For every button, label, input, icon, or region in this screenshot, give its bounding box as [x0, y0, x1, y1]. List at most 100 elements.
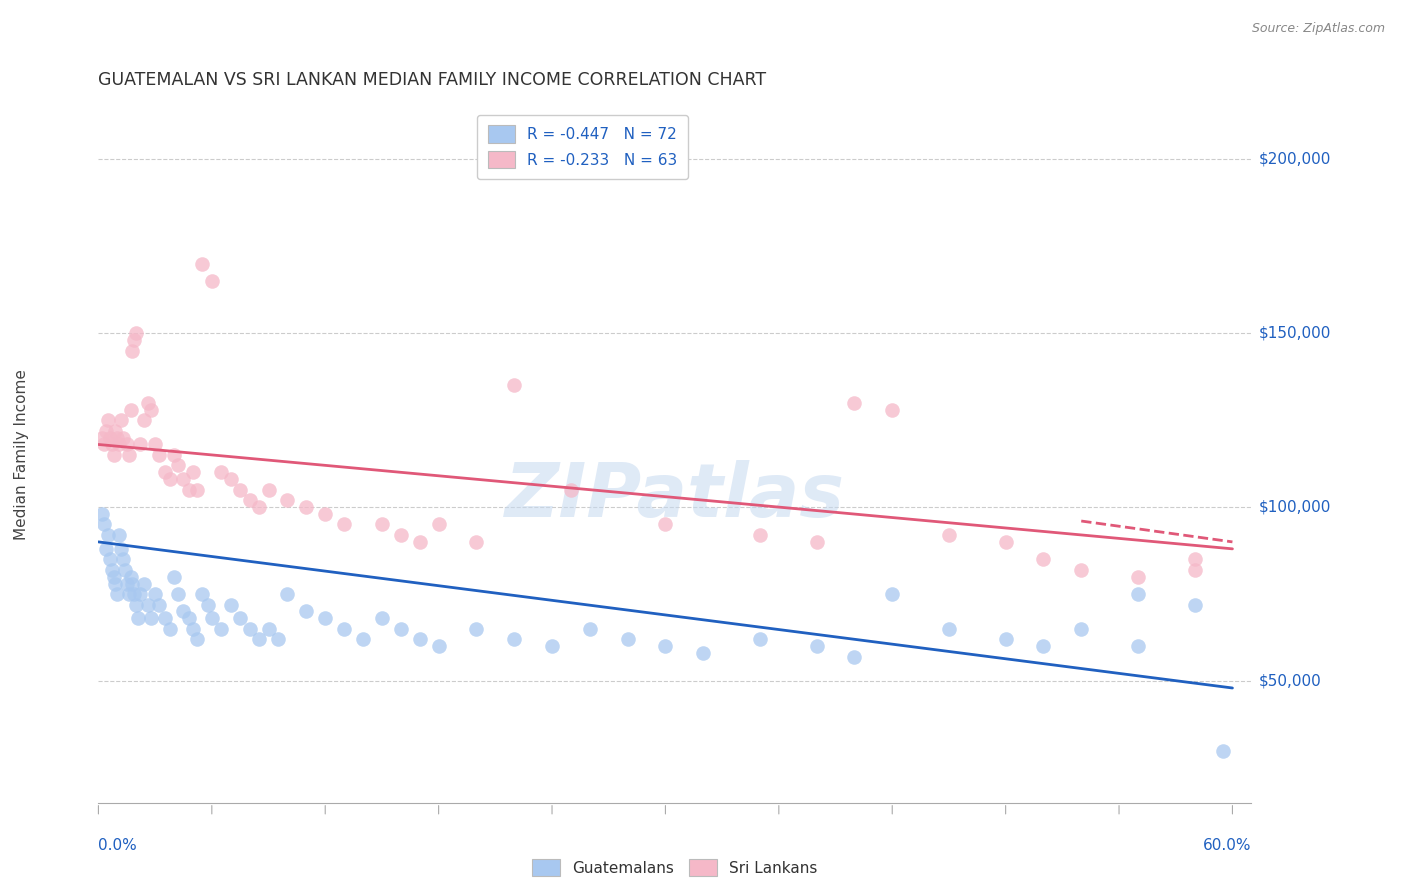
Point	[148, 448, 170, 462]
Point	[141, 402, 163, 417]
Point	[127, 611, 149, 625]
Legend: Guatemalans, Sri Lankans: Guatemalans, Sri Lankans	[523, 850, 827, 886]
Point	[389, 622, 412, 636]
Point	[136, 598, 159, 612]
Point	[239, 493, 262, 508]
Point	[125, 326, 148, 340]
Point	[98, 552, 121, 566]
Point	[219, 598, 242, 612]
Point	[1032, 639, 1054, 653]
Point	[1184, 563, 1206, 577]
Point	[159, 472, 181, 486]
Point	[579, 622, 602, 636]
Point	[1184, 598, 1206, 612]
Point	[111, 431, 134, 445]
Point	[115, 437, 138, 451]
Text: Median Family Income: Median Family Income	[14, 369, 28, 541]
Point	[465, 622, 488, 636]
Point	[163, 448, 186, 462]
Point	[91, 507, 114, 521]
Point	[844, 396, 866, 410]
Point	[141, 611, 163, 625]
Point	[371, 611, 394, 625]
Point	[1212, 744, 1234, 758]
Point	[1126, 570, 1149, 584]
Point	[882, 587, 904, 601]
Point	[179, 483, 201, 497]
Text: 0.0%: 0.0%	[98, 838, 138, 854]
Point	[1184, 552, 1206, 566]
Point	[191, 587, 214, 601]
Point	[409, 632, 432, 647]
Point	[105, 431, 128, 445]
Point	[120, 570, 142, 584]
Point	[257, 483, 280, 497]
Point	[163, 570, 186, 584]
Point	[97, 413, 120, 427]
Point	[409, 534, 432, 549]
Point	[654, 639, 676, 653]
Point	[186, 483, 208, 497]
Text: $150,000: $150,000	[1258, 326, 1330, 341]
Point	[994, 632, 1017, 647]
Point	[153, 466, 176, 480]
Point	[103, 448, 125, 462]
Point	[219, 472, 242, 486]
Point	[124, 333, 146, 347]
Point	[132, 576, 155, 591]
Point	[111, 552, 134, 566]
Point	[115, 576, 138, 591]
Point	[201, 611, 224, 625]
Point	[120, 402, 142, 417]
Point	[247, 500, 270, 514]
Point	[1070, 563, 1092, 577]
Point	[118, 587, 141, 601]
Point	[153, 611, 176, 625]
Point	[1032, 552, 1054, 566]
Point	[1126, 639, 1149, 653]
Point	[166, 458, 188, 473]
Point	[267, 632, 290, 647]
Point	[229, 483, 252, 497]
Point	[276, 493, 298, 508]
Text: Source: ZipAtlas.com: Source: ZipAtlas.com	[1251, 22, 1385, 36]
Point	[1126, 587, 1149, 601]
Point	[295, 500, 318, 514]
Text: $100,000: $100,000	[1258, 500, 1330, 515]
Point	[100, 563, 122, 577]
Point	[209, 622, 232, 636]
Point	[181, 466, 204, 480]
Point	[129, 587, 152, 601]
Point	[503, 632, 526, 647]
Point	[97, 528, 120, 542]
Point	[108, 437, 131, 451]
Point	[748, 632, 770, 647]
Point	[201, 274, 224, 288]
Text: 60.0%: 60.0%	[1204, 838, 1251, 854]
Point	[108, 528, 131, 542]
Point	[121, 576, 143, 591]
Point	[427, 639, 450, 653]
Point	[465, 534, 488, 549]
Point	[844, 649, 866, 664]
Point	[748, 528, 770, 542]
Point	[114, 563, 136, 577]
Point	[314, 611, 336, 625]
Point	[938, 528, 960, 542]
Point	[110, 541, 132, 556]
Point	[103, 570, 125, 584]
Point	[938, 622, 960, 636]
Point	[159, 622, 181, 636]
Point	[333, 622, 356, 636]
Point	[181, 622, 204, 636]
Point	[124, 587, 146, 601]
Point	[257, 622, 280, 636]
Point	[148, 598, 170, 612]
Point	[143, 587, 166, 601]
Point	[560, 483, 582, 497]
Point	[110, 413, 132, 427]
Point	[389, 528, 412, 542]
Point	[1070, 622, 1092, 636]
Point	[179, 611, 201, 625]
Point	[166, 587, 188, 601]
